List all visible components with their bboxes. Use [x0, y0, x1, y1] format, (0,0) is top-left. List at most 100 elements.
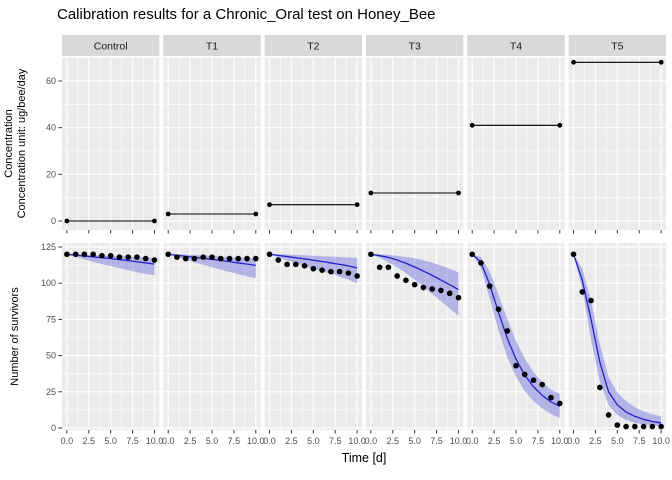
observed-points	[469, 251, 563, 407]
x-tick-label: 10.0	[450, 436, 468, 446]
bottom-panel-t2: 0.0 2.5 5.0 7.5 10.0	[263, 243, 366, 446]
facet-strip-bg	[163, 35, 261, 56]
observed-point	[174, 254, 180, 260]
observed-point	[209, 254, 215, 260]
observed-point	[345, 270, 352, 276]
observed-point	[99, 252, 105, 259]
top-panel-t2	[264, 57, 362, 234]
observed-point	[226, 255, 233, 262]
x-tick-label: 5.0	[307, 436, 320, 446]
observed-point	[649, 423, 656, 430]
observed-points	[266, 251, 360, 279]
observed-points	[570, 251, 664, 430]
observed-point	[354, 273, 360, 279]
observed-point	[191, 255, 198, 262]
observed-point	[403, 277, 409, 284]
observed-point	[597, 384, 603, 391]
observed-points	[368, 251, 462, 301]
observed-point	[429, 286, 435, 292]
observed-point	[90, 251, 96, 258]
x-tick-label: 7.5	[430, 436, 443, 446]
observed-point	[632, 423, 638, 430]
concentration-point-end	[152, 218, 157, 224]
x-tick-label: 7.5	[329, 436, 342, 446]
observed-point	[217, 255, 224, 262]
y-tick-label: 75	[46, 314, 56, 324]
facet-strip-t1: T1	[163, 35, 261, 56]
observed-point	[579, 289, 586, 295]
observed-point	[394, 273, 400, 279]
observed-point	[107, 252, 114, 259]
y-tick-label: 50	[46, 351, 56, 361]
concentration-point-end	[354, 202, 360, 208]
observed-point	[151, 257, 158, 263]
observed-point	[548, 394, 554, 401]
x-tick-label: 10.0	[348, 436, 366, 446]
x-tick-label: 5.0	[104, 436, 117, 446]
chart-title: Calibration results for a Chronic_Oral t…	[57, 6, 436, 23]
fit-line	[370, 253, 459, 291]
facet-strip-t2: T2	[264, 35, 362, 56]
observed-point	[328, 268, 334, 275]
y-tick-label: 100	[41, 278, 56, 288]
fit-line	[572, 254, 662, 424]
observed-point	[557, 400, 563, 407]
concentration-point-end	[456, 190, 461, 196]
concentration-point-start	[368, 190, 374, 196]
y-axis-left: 0 20 40 60 0 25 50 75 100 125 Concentration Concent…	[3, 68, 62, 433]
fit-line	[471, 253, 561, 407]
concentration-point-end	[658, 59, 664, 65]
facet-strip-bg	[366, 35, 464, 56]
x-tick-label: 2.5	[285, 436, 298, 446]
observed-point	[539, 381, 546, 388]
x-tick-label: 0.0	[365, 436, 378, 446]
facet-strip-t5: T5	[568, 35, 666, 56]
confidence-ribbon	[66, 254, 155, 276]
x-tick-label: 0.0	[61, 436, 74, 446]
confidence-ribbon	[168, 254, 256, 279]
y-tick-label: 125	[41, 242, 56, 252]
observed-point	[310, 265, 317, 272]
concentration-point-end	[253, 211, 259, 217]
bottom-panel-control: 0.0 2.5 5.0 7.5 10.0	[61, 243, 163, 446]
observed-point	[658, 423, 664, 430]
facet-strip-label: T2	[307, 41, 319, 53]
observed-point	[336, 268, 343, 275]
observed-point	[495, 306, 502, 313]
x-tick-label: 5.0	[510, 436, 523, 446]
facet-strip-t4: T4	[467, 35, 565, 56]
observed-point	[125, 254, 131, 260]
top-panel-t5	[568, 57, 666, 234]
observed-point	[455, 294, 462, 301]
y-axis-title-concentration: Concentration	[3, 109, 15, 178]
y-tick-label: 25	[46, 387, 56, 397]
observed-point	[504, 328, 511, 334]
facet-strip-label: T4	[510, 41, 522, 53]
observed-point	[244, 255, 250, 262]
concentration-point-start	[571, 59, 576, 65]
observed-point	[411, 281, 418, 288]
observed-point	[605, 412, 612, 418]
x-tick-label: 5.0	[408, 436, 421, 446]
bottom-panel-t5: 0.0 2.5 5.0 7.5 10.0	[567, 243, 670, 446]
observed-point	[385, 264, 392, 271]
observed-point	[438, 287, 444, 294]
observed-point	[420, 284, 427, 291]
concentration-point-end	[557, 122, 563, 128]
fit-line	[66, 253, 155, 265]
x-tick-label: 7.5	[228, 436, 241, 446]
y-axis-title-concentration-unit: Concentration unit: ug/bee/day	[16, 68, 28, 218]
bottom-panel-t4: 0.0 2.5 5.0 7.5 10.0	[466, 243, 569, 446]
facet-strip-label: T1	[206, 41, 218, 53]
observed-point	[266, 251, 273, 258]
concentration-point-start	[469, 122, 475, 128]
x-axis-title: Time [d]	[341, 451, 387, 465]
x-tick-label: 7.5	[126, 436, 139, 446]
observed-point	[142, 255, 149, 262]
x-tick-label: 0.0	[466, 436, 479, 446]
top-panel-t1	[163, 57, 261, 234]
observed-point	[640, 423, 647, 430]
observed-point	[513, 362, 519, 369]
facet-strip-label: T5	[611, 41, 623, 53]
